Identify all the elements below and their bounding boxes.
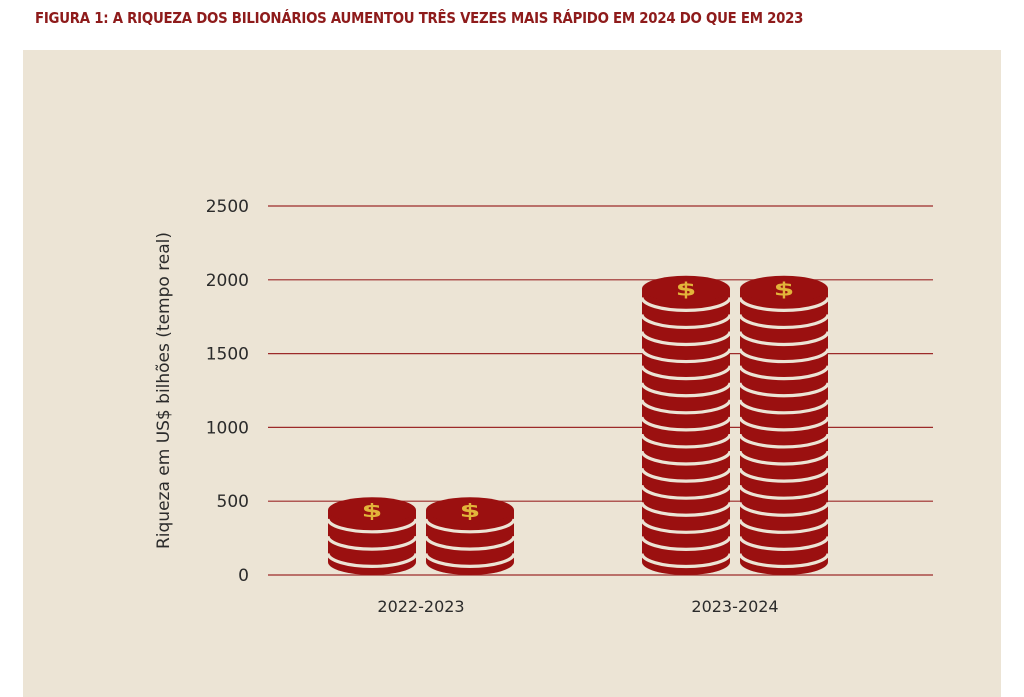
- y-axis-label: Riqueza em US$ bilhões (tempo real): [154, 232, 174, 549]
- coin-edge: [738, 501, 830, 517]
- coin-edge: [738, 365, 830, 381]
- y-tick-label: 2500: [206, 197, 249, 217]
- coin-edge: [640, 484, 732, 500]
- figure-title: FIGURA 1: A RIQUEZA DOS BILIONÁRIOS AUME…: [35, 9, 804, 27]
- coin-edge: [640, 365, 732, 381]
- x-category-label: 2022-2023: [377, 597, 464, 616]
- coin-edge: [738, 450, 830, 466]
- y-tick-label: 0: [238, 566, 249, 586]
- coin-edge: [640, 382, 732, 398]
- coin-edge: [424, 535, 516, 551]
- coin-edge: [738, 484, 830, 500]
- coin-edge: [738, 314, 830, 330]
- coin-edge: [738, 433, 830, 449]
- coin-edge: [640, 519, 732, 534]
- coin-stack-body: [328, 510, 416, 575]
- chart-svg: $ $ $ $ 0 500 1000 1500 2000 2500 Riqueza em US$ …: [154, 197, 933, 616]
- coin-edge: [424, 518, 516, 534]
- coin-edge: [738, 536, 830, 551]
- x-category-label: 2023-2024: [691, 597, 778, 616]
- coin-stack: $: [640, 275, 732, 575]
- chart-panel: $ $ $ $ 0 500 1000 1500 2000 2500 Riqueza em US$ …: [23, 50, 1001, 697]
- coin-edge: [738, 519, 830, 534]
- coin-edge: [738, 382, 830, 398]
- coin-edge: [738, 297, 830, 312]
- coin-edge: [640, 399, 732, 415]
- coin-edge: [640, 467, 732, 483]
- coin-edge: [326, 535, 418, 551]
- y-tick-label: 2000: [206, 271, 249, 291]
- coin-edge: [640, 433, 732, 449]
- coin-stack: $: [326, 497, 418, 575]
- y-tick-label: 500: [217, 492, 249, 512]
- coin-edge: [640, 331, 732, 347]
- coin-edge: [326, 518, 418, 534]
- coin-edge: [640, 416, 732, 432]
- coin-edge: [640, 314, 732, 330]
- coin-top: [642, 275, 730, 302]
- dollar-sign-icon: $: [676, 278, 697, 300]
- coin-edge: [640, 348, 732, 364]
- coin-edge: [738, 416, 830, 432]
- coin-edge: [640, 450, 732, 466]
- dollar-sign-icon: $: [362, 500, 383, 522]
- coin-stack: $: [424, 497, 516, 575]
- coin-stack-body: [426, 510, 514, 575]
- coin-edge: [738, 399, 830, 415]
- coin-edge: [640, 553, 732, 569]
- coin-edge: [326, 553, 418, 568]
- coin-edge: [640, 501, 732, 517]
- coin-edge: [738, 331, 830, 347]
- coin-edge: [738, 553, 830, 569]
- coin-edge: [640, 297, 732, 312]
- coin-top: [426, 497, 514, 524]
- coin-edge: [640, 536, 732, 551]
- dollar-sign-icon: $: [460, 500, 481, 522]
- dollar-sign-icon: $: [774, 278, 795, 300]
- coin-edge: [738, 348, 830, 364]
- coin-edge: [738, 467, 830, 483]
- coin-stack: $: [738, 275, 830, 575]
- coin-edge: [424, 553, 516, 568]
- y-tick-label: 1000: [206, 418, 249, 438]
- y-tick-label: 1500: [206, 345, 249, 365]
- coin-top: [740, 275, 828, 302]
- coin-top: [328, 497, 416, 524]
